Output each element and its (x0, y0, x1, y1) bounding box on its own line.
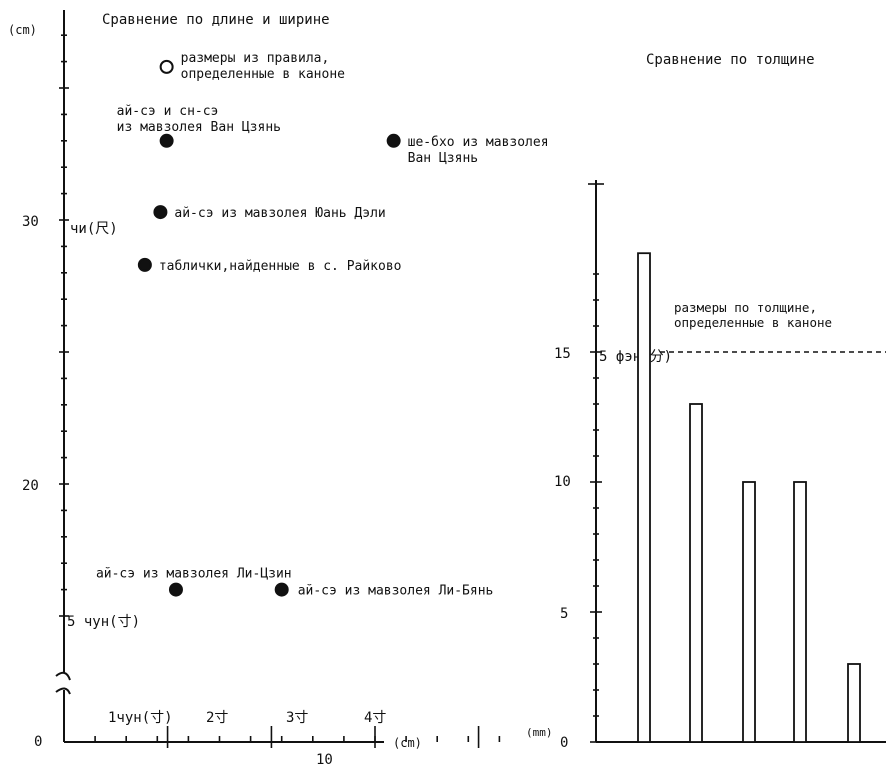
scatter-chart: (cm) Сравнение по длине и ширине (cm) 30… (8, 10, 549, 766)
scatter-point (159, 133, 174, 148)
bar (689, 403, 703, 743)
bar-y-unit: (mm) (526, 726, 553, 739)
scatter-point-label: ай-сэ и сн-сэ из мавзолея Ван Цзянь (117, 104, 281, 135)
bar-chart: Сравнение по толщине (mm) 0 5 10 15 5 фэ… (526, 52, 886, 751)
scatter-x-unit-1chun: 1чун(寸) (108, 710, 173, 726)
scatter-x-unit-4: 4寸 (364, 710, 386, 726)
bar-y-ticks (588, 183, 604, 743)
scatter-point-label: ай-сэ из мавзолея Ли-Цзин (96, 567, 292, 582)
scatter-x-ticks (94, 726, 501, 748)
canon-thickness-unit: 5 фэн(分) (599, 349, 672, 365)
scatter-point-label: размеры из правила, определенные в каноне (181, 51, 346, 82)
bar-title: Сравнение по толщине (646, 52, 815, 68)
scatter-point (168, 582, 183, 597)
scatter-y-ticks (59, 34, 69, 617)
scatter-x-tick-label-10: 10 (316, 752, 333, 766)
scatter-point (274, 582, 289, 597)
bar-y-tick-label-0: 0 (560, 735, 568, 751)
scatter-y-tick-label-30: 30 (22, 214, 39, 230)
canon-thickness-label: размеры по толщине, определенные в каноне (674, 300, 832, 330)
scatter-point (386, 133, 401, 148)
scatter-x-unit-3: 3寸 (286, 710, 308, 726)
bar-y-tick-label-5: 5 (560, 606, 568, 622)
scatter-title: Сравнение по длине и ширине (102, 12, 330, 28)
bar (847, 663, 861, 743)
bar-y-tick-label-15: 15 (554, 346, 571, 362)
bar (637, 252, 651, 743)
scatter-y-unit: (cm) (8, 23, 37, 37)
scatter-point (137, 257, 152, 272)
scatter-point-label: ай-сэ из мавзолея Ли-Бянь (298, 584, 494, 599)
scatter-points: размеры из правила, определенные в каноне… (96, 51, 549, 599)
scatter-point-label: таблички,найденные в с. Райково (159, 259, 402, 274)
scatter-point (153, 205, 168, 220)
bar (793, 481, 807, 743)
bars (637, 252, 861, 743)
scatter-y-unit-chi: чи(尺) (70, 221, 118, 237)
scatter-y-unit-5chun: 5 чун(寸) (67, 614, 140, 630)
scatter-x-unit: (cm) (393, 736, 422, 750)
scatter-point (159, 59, 174, 74)
bar (742, 481, 756, 743)
scatter-point-label: ше-бхо из мавзолея Ван Цзянь (408, 135, 549, 166)
scatter-x-unit-2: 2寸 (206, 710, 228, 726)
scatter-y-tick-label-20: 20 (22, 478, 39, 494)
scatter-point-label: ай-сэ из мавзолея Юань Дэли (174, 206, 385, 221)
bar-y-tick-label-10: 10 (554, 474, 571, 490)
scatter-y-tick-label-0: 0 (34, 734, 42, 750)
scatter-y-axis-break (55, 671, 71, 695)
